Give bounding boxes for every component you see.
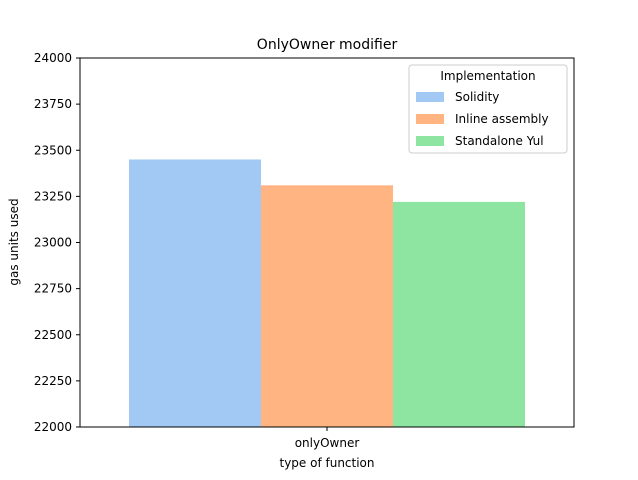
x-tick-label: onlyOwner (295, 436, 360, 450)
y-tick-label: 23250 (34, 189, 72, 203)
y-tick-label: 22250 (34, 374, 72, 388)
legend-title: Implementation (440, 69, 535, 83)
legend-label: Standalone Yul (455, 134, 544, 148)
y-tick-label: 23000 (34, 236, 72, 250)
bar-standalone-yul (393, 201, 525, 427)
y-tick-label: 22500 (34, 328, 72, 342)
bars (129, 159, 525, 427)
bar-solidity (129, 159, 261, 427)
chart-title: OnlyOwner modifier (257, 37, 398, 53)
x-axis: onlyOwner (295, 427, 360, 450)
y-tick-label: 23500 (34, 143, 72, 157)
legend-label: Solidity (455, 90, 499, 104)
y-tick-label: 24000 (34, 51, 72, 65)
bar-inline-assembly (261, 185, 393, 427)
legend-box (408, 64, 568, 154)
y-tick-label: 23750 (34, 97, 72, 111)
y-tick-label: 22750 (34, 282, 72, 296)
y-tick-label: 22000 (34, 420, 72, 434)
y-axis: 22000 22250 22500 22750 23000 23250 23500 23750… (34, 51, 80, 434)
y-axis-label: gas units used (7, 198, 21, 285)
x-axis-label: type of function (279, 456, 374, 470)
legend-swatch (416, 136, 444, 146)
legend-label: Inline assembly (455, 112, 549, 126)
legend: Implementation Solidity Inline assembly Sta… (408, 64, 568, 154)
legend-swatch (416, 114, 444, 124)
legend-swatch (416, 92, 444, 102)
